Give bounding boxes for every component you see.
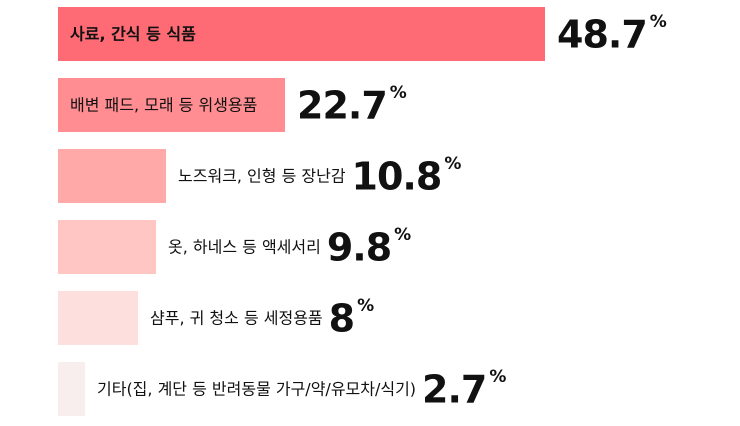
value-unit: %	[390, 83, 407, 103]
bar	[58, 78, 285, 132]
value-unit: %	[650, 12, 667, 32]
value-unit: %	[394, 225, 411, 245]
value-unit: %	[489, 367, 506, 387]
category-label: 옷, 하네스 등 액세서리	[168, 238, 321, 257]
bar	[58, 220, 156, 274]
value-label: 10.8	[352, 155, 442, 199]
bar	[58, 7, 545, 61]
category-label: 사료, 간식 등 식품	[70, 25, 196, 44]
value-label: 48.7	[557, 13, 647, 57]
value-label: 9.8	[327, 226, 391, 270]
value-unit: %	[444, 154, 461, 174]
value-label: 8	[329, 297, 354, 341]
category-label: 배변 패드, 모래 등 위생용품	[70, 96, 257, 115]
category-label: 노즈워크, 인형 등 장난감	[178, 167, 346, 186]
category-label: 기타(집, 계단 등 반려동물 가구/약/유모차/식기)	[97, 380, 416, 399]
value-label: 2.7	[422, 368, 486, 412]
bar	[58, 291, 138, 345]
bar	[58, 362, 85, 416]
value-unit: %	[357, 296, 374, 316]
value-label: 22.7	[297, 84, 387, 128]
category-label: 샴푸, 귀 청소 등 세정용품	[150, 309, 323, 328]
bar	[58, 149, 166, 203]
